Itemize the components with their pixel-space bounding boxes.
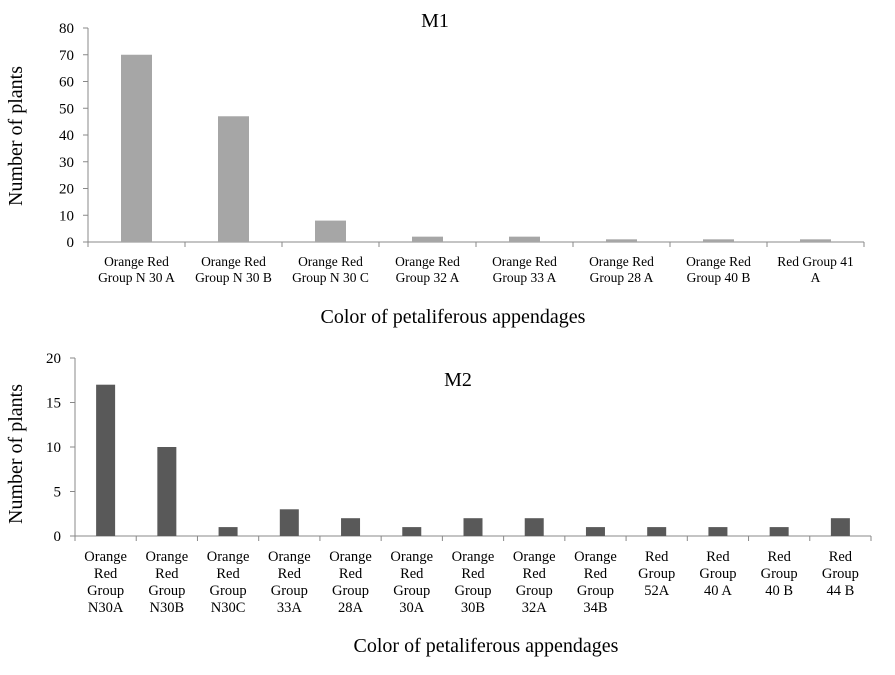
chart-m2-x-ticks: Orange Red Group N30A Orange Red Group N30B Oran… bbox=[74, 536, 872, 616]
chart-m2-bar bbox=[524, 518, 544, 536]
chart-m1-y-tick-label: 20 bbox=[59, 182, 74, 198]
chart-m2-y-tick-label: 20 bbox=[46, 351, 61, 367]
chart-m1-bar bbox=[800, 239, 831, 242]
chart-m1-bar bbox=[703, 239, 734, 242]
chart-m2-bar bbox=[647, 527, 667, 536]
chart-m2-category-label: Orange Red Group 30B bbox=[452, 549, 495, 616]
chart-m1-category-label: Red Group 41 A bbox=[777, 254, 854, 285]
chart-m2-category-label: Red Group 52A bbox=[638, 549, 675, 599]
chart-m2-category-label: Orange Red Group 32A bbox=[513, 549, 556, 616]
chart-m2-bar bbox=[402, 527, 422, 536]
chart-m2-category-label: Orange Red Group 33A bbox=[268, 549, 311, 616]
chart-m1-bar bbox=[121, 54, 152, 242]
chart-m2-bar bbox=[218, 527, 238, 536]
chart-m1-bar bbox=[606, 239, 637, 242]
chart-m1-category-label: Orange Red Group 28 A bbox=[589, 254, 654, 285]
chart-m1-bars bbox=[121, 54, 831, 242]
chart-m1-y-tick-label: 60 bbox=[59, 75, 74, 91]
chart-m1-title: M1 bbox=[421, 10, 449, 32]
chart-m2-bar bbox=[96, 384, 116, 536]
chart-m1-y-tick-label: 50 bbox=[59, 101, 74, 117]
chart-m2-bar bbox=[157, 447, 177, 536]
chart-m1: M1 Number of plants Color of petaliferou… bbox=[5, 10, 865, 328]
chart-m1-category-label: Orange Red Group 33 A bbox=[492, 254, 557, 285]
chart-m2-bar bbox=[830, 518, 850, 536]
chart-m1-y-tick-label: 30 bbox=[59, 155, 74, 171]
chart-m2-axes bbox=[74, 358, 871, 537]
chart-m2-bar bbox=[769, 527, 789, 536]
chart-m1-y-axis-label: Number of plants bbox=[5, 66, 27, 206]
chart-m1-category-label: Orange Red Group 32 A bbox=[395, 254, 460, 285]
chart-m2-bars bbox=[96, 384, 850, 536]
chart-m1-category-label: Orange Red Group N 30 A bbox=[98, 254, 175, 285]
chart-m1-bar bbox=[218, 116, 249, 242]
chart-m2-bar bbox=[463, 518, 483, 536]
chart-m2-category-label: Red Group 40 B bbox=[761, 549, 798, 599]
chart-m1-category-label: Orange Red Group 40 B bbox=[686, 254, 751, 285]
chart-m2-category-label: Red Group 40 A bbox=[699, 549, 736, 599]
chart-m2-bar bbox=[585, 527, 605, 536]
chart-m2-y-tick-label: 15 bbox=[46, 396, 61, 412]
chart-m2-title: M2 bbox=[444, 369, 472, 391]
chart-m1-axes bbox=[87, 28, 864, 243]
chart-m2-bar bbox=[708, 527, 728, 536]
chart-m1-y-tick-label: 0 bbox=[67, 235, 75, 251]
chart-m1-y-tick-label: 10 bbox=[59, 208, 74, 224]
chart-m1-x-axis-label: Color of petaliferous appendages bbox=[321, 306, 586, 328]
chart-m2: M2 Number of plants Color of petaliferou… bbox=[5, 351, 872, 657]
chart-m1-bar bbox=[509, 236, 540, 242]
chart-m2-category-label: Orange Red Group N30C bbox=[207, 549, 250, 616]
chart-m2-category-label: Orange Red Group 30A bbox=[390, 549, 433, 616]
chart-m1-y-ticks: 0 10 20 30 40 50 60 70 80 bbox=[59, 21, 88, 251]
chart-m2-y-tick-label: 5 bbox=[54, 485, 62, 501]
chart-m2-bar bbox=[341, 518, 361, 536]
chart-m1-bar bbox=[412, 236, 443, 242]
chart-m2-category-label: Orange Red Group 28A bbox=[329, 549, 372, 616]
chart-m2-category-label: Orange Red Group N30B bbox=[146, 549, 189, 616]
chart-m1-category-label: Orange Red Group N 30 C bbox=[292, 254, 369, 285]
chart-m1-x-ticks: Orange Red Group N 30 A Orange Red Group N … bbox=[87, 242, 865, 285]
chart-m2-y-tick-label: 10 bbox=[46, 440, 61, 456]
chart-m2-x-axis-label: Color of petaliferous appendages bbox=[354, 635, 619, 657]
chart-m1-bar bbox=[315, 220, 346, 242]
chart-m1-y-tick-label: 80 bbox=[59, 21, 74, 37]
chart-m1-y-tick-label: 70 bbox=[59, 48, 74, 64]
chart-m1-y-tick-label: 40 bbox=[59, 128, 74, 144]
chart-m2-bar bbox=[279, 509, 299, 536]
chart-m2-category-label: Red Group 44 B bbox=[822, 549, 859, 599]
chart-m2-category-label: Orange Red Group 34B bbox=[574, 549, 617, 616]
chart-m2-category-label: Orange Red Group N30A bbox=[84, 549, 127, 616]
chart-m1-category-label: Orange Red Group N 30 B bbox=[195, 254, 272, 285]
chart-m2-y-axis-label: Number of plants bbox=[5, 384, 27, 524]
chart-m2-y-ticks: 0 5 10 15 20 bbox=[46, 351, 75, 545]
chart-m2-y-tick-label: 0 bbox=[54, 529, 62, 545]
